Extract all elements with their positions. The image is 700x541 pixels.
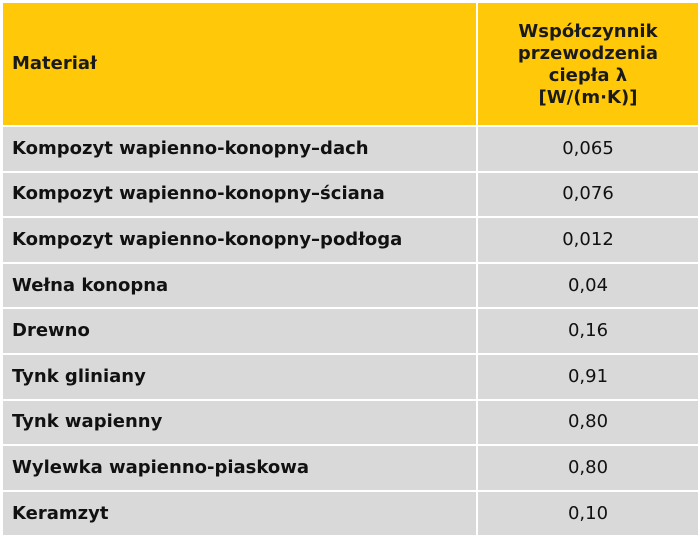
material-cell: Kompozyt wapienno-konopny–dach bbox=[1, 125, 478, 173]
material-cell: Keramzyt bbox=[1, 489, 478, 538]
table-row: Kompozyt wapienno-konopny–ściana 0,076 bbox=[1, 170, 700, 219]
material-cell: Kompozyt wapienno-konopny–podłoga bbox=[1, 216, 478, 264]
table-row: Wylewka wapienno-piaskowa 0,80 bbox=[1, 444, 700, 492]
conductivity-cell: 0,80 bbox=[476, 398, 700, 447]
table-row: Wełna konopna 0,04 bbox=[1, 261, 700, 310]
conductivity-cell: 0,076 bbox=[476, 170, 700, 219]
column-header-conductivity: Współczynnik przewodzenia ciepła λ [W/(m… bbox=[476, 1, 700, 127]
column-header-material: Materiał bbox=[1, 1, 478, 127]
table-row: Kompozyt wapienno-konopny–podłoga 0,012 bbox=[1, 216, 700, 264]
header-line: [W/(m·K)] bbox=[538, 87, 638, 108]
header-line: przewodzenia bbox=[517, 43, 659, 64]
table-row: Tynk gliniany 0,91 bbox=[1, 352, 700, 401]
table-row: Kompozyt wapienno-konopny–dach 0,065 bbox=[1, 125, 700, 173]
material-cell: Drewno bbox=[1, 307, 478, 355]
material-cell: Wełna konopna bbox=[1, 261, 478, 310]
conductivity-cell: 0,065 bbox=[476, 125, 700, 173]
header-line: Współczynnik bbox=[518, 21, 658, 42]
conductivity-cell: 0,04 bbox=[476, 261, 700, 310]
material-cell: Kompozyt wapienno-konopny–ściana bbox=[1, 170, 478, 219]
table-header-row: Materiał Współczynnik przewodzenia ciepł… bbox=[1, 1, 700, 127]
conductivity-cell: 0,80 bbox=[476, 444, 700, 492]
conductivity-cell: 0,16 bbox=[476, 307, 700, 355]
conductivity-cell: 0,91 bbox=[476, 352, 700, 401]
material-cell: Wylewka wapienno-piaskowa bbox=[1, 444, 478, 492]
conductivity-cell: 0,10 bbox=[476, 489, 700, 538]
table-row: Drewno 0,16 bbox=[1, 307, 700, 355]
table-row: Keramzyt 0,10 bbox=[1, 489, 700, 538]
conductivity-cell: 0,012 bbox=[476, 216, 700, 264]
table-row: Tynk wapienny 0,80 bbox=[1, 398, 700, 447]
header-line: ciepła λ bbox=[548, 65, 628, 86]
material-cell: Tynk gliniany bbox=[1, 352, 478, 401]
material-cell: Tynk wapienny bbox=[1, 398, 478, 447]
